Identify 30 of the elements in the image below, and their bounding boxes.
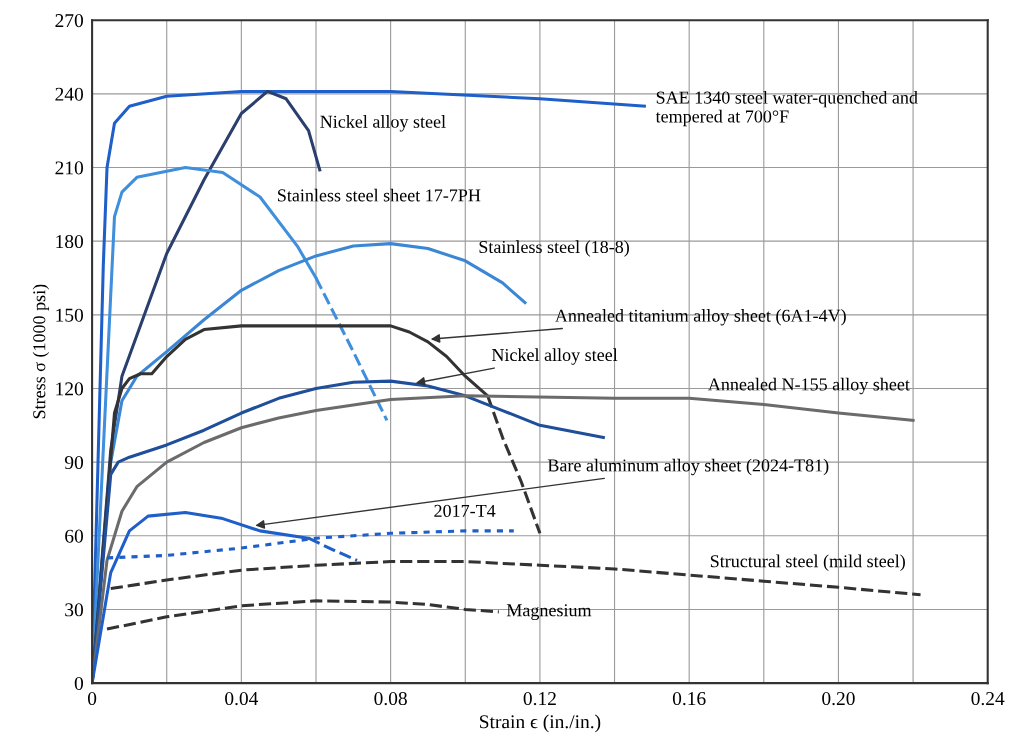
text: Bare aluminum alloy sheet (2024-T81) <box>547 458 829 476</box>
text: Annealed titanium alloy sheet (6A1-4V) <box>555 309 846 326</box>
y-tick-label: 240 <box>55 87 84 101</box>
y-tick-label: 270 <box>55 14 84 28</box>
x-tick-label: 0 <box>87 691 97 706</box>
x-tick-label: 0.04 <box>225 691 259 706</box>
y-tick-label: 30 <box>65 603 84 617</box>
series-label: Stainless steel sheet 17-7PH <box>278 188 481 202</box>
y-tick-label: 0 <box>74 676 84 691</box>
series-label: Nickel alloy steel <box>320 115 446 132</box>
series-label: Stainless steel (18-8) <box>479 240 629 257</box>
series-label: Magnesium <box>506 604 592 621</box>
y-tick-label: 60 <box>65 529 84 543</box>
series-label: Structural steel (mild steel) <box>710 554 905 571</box>
y-tick-label: 90 <box>64 455 84 470</box>
x-axis-title: Strain ϵ (in./in.) <box>480 714 601 733</box>
x-tick-label: 0.24 <box>971 691 1005 706</box>
series-label: 2017-T4 <box>434 504 496 517</box>
y-tick-label: 150 <box>56 308 84 322</box>
y-tick-label: 120 <box>56 382 84 396</box>
series-label: Annealed N-155 alloy sheet <box>708 377 910 395</box>
x-tick-label: 0.20 <box>822 691 855 706</box>
y-tick-label: 180 <box>56 234 84 249</box>
y-axis-title: Stress σ (1000 psi) <box>32 284 50 419</box>
x-tick-label: 0.16 <box>672 691 706 706</box>
x-tick-label: 0.08 <box>374 691 407 706</box>
series-label: SAE 1340 steel water-quenched and tempered at 700°F <box>655 90 918 127</box>
x-tick-label: 0.12 <box>523 691 556 706</box>
text: Nickel alloy steel <box>491 348 618 365</box>
y-tick-label: 210 <box>55 161 84 175</box>
